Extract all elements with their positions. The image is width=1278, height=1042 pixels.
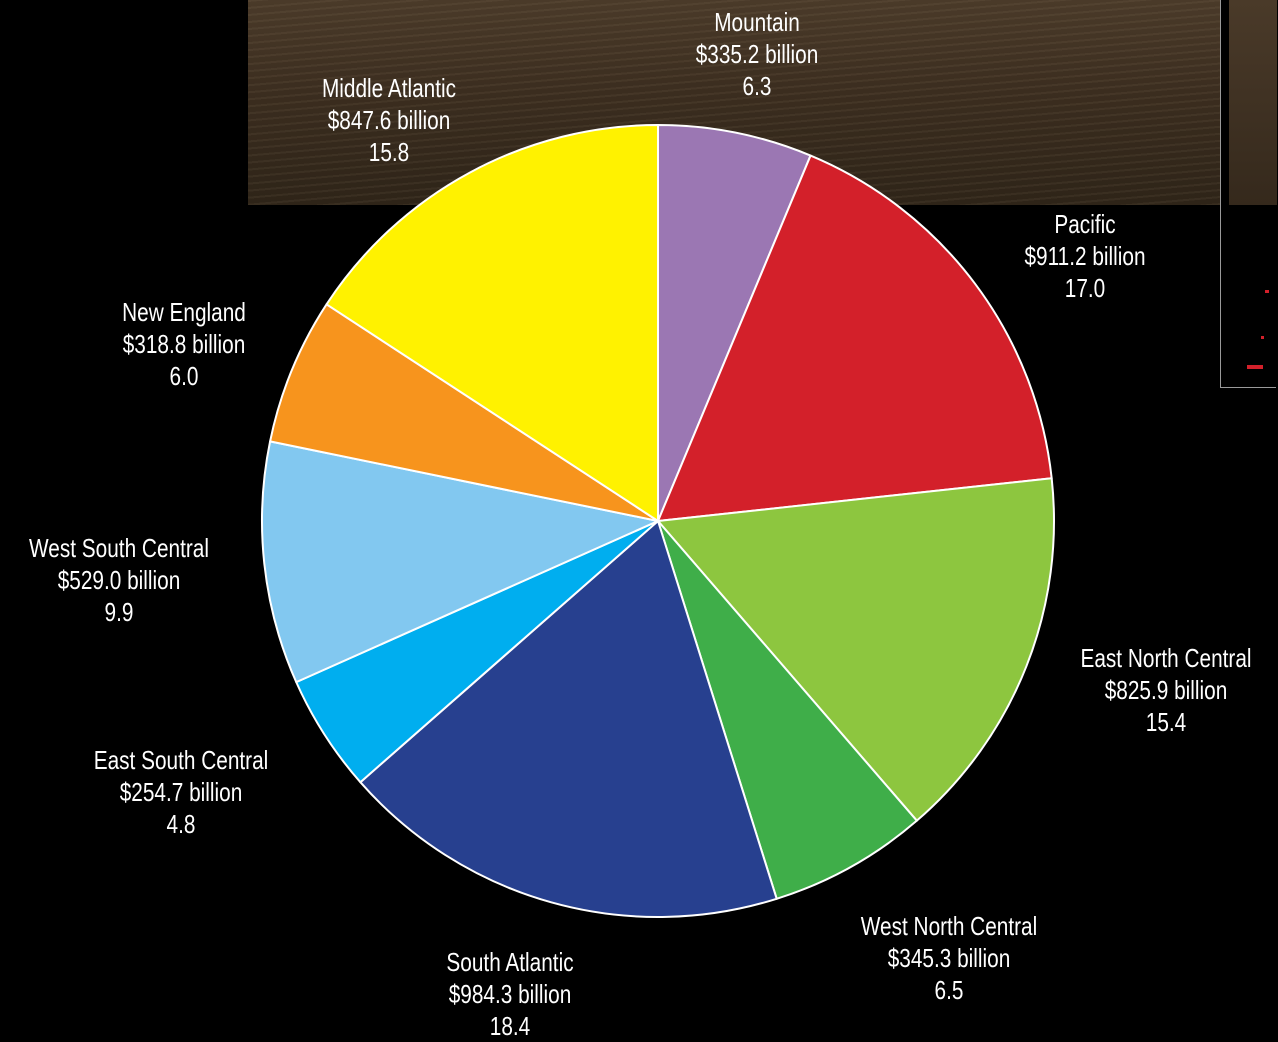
label-amount: $254.7 billion [119,777,243,807]
pie-slice-west-north-central [657,520,918,900]
label-share: 18.4 [489,1011,531,1041]
label-middle-atlantic: Middle Atlantic $847.6 billion 15.8 [322,72,456,168]
label-amount: $984.3 billion [448,979,572,1009]
label-amount: $335.2 billion [695,39,819,69]
label-new-england: New England $318.8 billion 6.0 [122,296,246,392]
label-name: New England [122,297,246,327]
label-west-south-central: West South Central $529.0 billion 9.9 [29,532,209,628]
pie-slice-new-england [269,303,659,522]
label-amount: $318.8 billion [122,329,246,359]
label-share: 6.5 [934,975,964,1005]
label-name: Mountain [714,7,800,37]
label-share: 6.0 [169,361,199,391]
label-share: 6.3 [742,71,772,101]
label-share: 9.9 [104,597,134,627]
label-share: 15.8 [368,137,410,167]
pie-slice-mountain [657,124,812,522]
label-share: 15.4 [1145,707,1187,737]
label-amount: $847.6 billion [327,105,451,135]
background-photo [248,0,1220,205]
map-speck [1261,336,1264,339]
pie-slice-east-north-central [657,477,1055,822]
pie-slice-middle-atlantic [325,124,659,522]
label-name: West North Central [860,911,1038,941]
label-east-south-central: East South Central $254.7 billion 4.8 [94,744,269,840]
label-name: Middle Atlantic [321,73,457,103]
pie-slice-south-atlantic [359,520,778,918]
label-south-atlantic: South Atlantic $984.3 billion 18.4 [446,946,573,1042]
pie-slice-pacific [657,154,1053,522]
label-amount: $911.2 billion [1024,241,1146,271]
label-pacific: Pacific $911.2 billion 17.0 [1024,208,1145,304]
label-east-north-central: East North Central $825.9 billion 15.4 [1080,642,1251,738]
inset-map-frame [1220,0,1277,388]
label-amount: $529.0 billion [57,565,181,595]
map-speck [1265,290,1269,293]
label-share: 17.0 [1064,273,1106,303]
label-name: East South Central [93,745,269,775]
label-west-north-central: West North Central $345.3 billion 6.5 [861,910,1037,1006]
label-name: South Atlantic [446,947,574,977]
label-name: West South Central [29,533,209,563]
label-name: East North Central [1080,643,1252,673]
label-amount: $825.9 billion [1104,675,1228,705]
map-speck [1247,365,1263,369]
label-mountain: Mountain $335.2 billion 6.3 [696,6,819,102]
inset-photo [1229,0,1277,205]
label-share: 4.8 [166,809,196,839]
label-amount: $345.3 billion [887,943,1011,973]
label-name: Pacific [1054,209,1116,239]
